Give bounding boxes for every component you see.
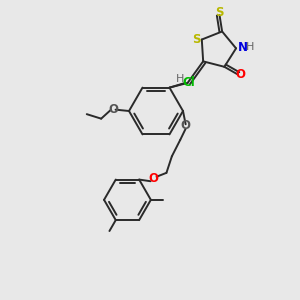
Text: O: O <box>181 119 190 132</box>
Text: H: H <box>246 42 255 52</box>
Text: N: N <box>238 41 248 54</box>
Text: O: O <box>148 172 158 185</box>
Text: S: S <box>215 6 224 19</box>
Text: S: S <box>192 33 201 46</box>
Text: O: O <box>235 68 245 81</box>
Text: Cl: Cl <box>183 76 196 89</box>
Text: O: O <box>109 103 118 116</box>
Text: H: H <box>176 74 184 84</box>
